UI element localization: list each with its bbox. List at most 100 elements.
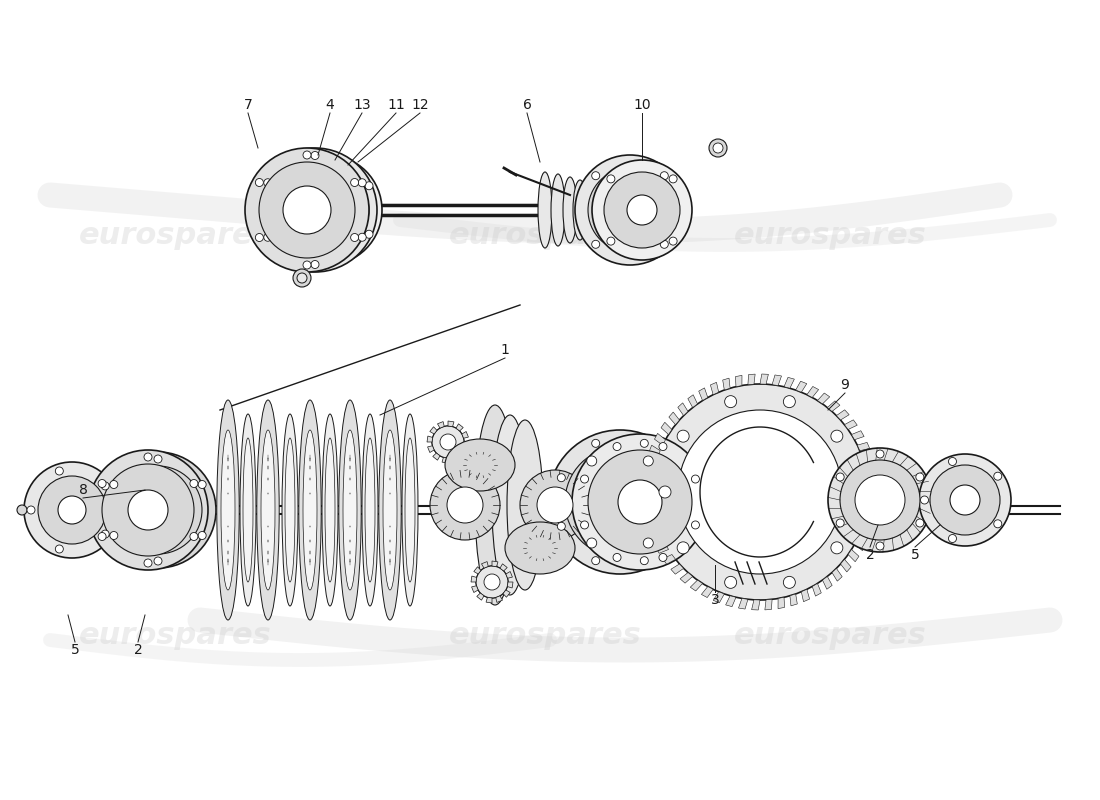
Polygon shape bbox=[713, 592, 724, 602]
Circle shape bbox=[39, 498, 62, 522]
Circle shape bbox=[862, 482, 898, 518]
Circle shape bbox=[613, 554, 621, 562]
Circle shape bbox=[128, 490, 168, 530]
Circle shape bbox=[198, 481, 206, 489]
Polygon shape bbox=[801, 590, 810, 602]
Polygon shape bbox=[698, 388, 707, 401]
Circle shape bbox=[476, 566, 508, 598]
Text: 8: 8 bbox=[78, 483, 87, 497]
Circle shape bbox=[190, 533, 198, 541]
Polygon shape bbox=[428, 446, 435, 453]
Circle shape bbox=[674, 474, 683, 482]
Circle shape bbox=[359, 234, 366, 242]
Circle shape bbox=[264, 178, 272, 186]
Text: 6: 6 bbox=[522, 98, 531, 112]
Polygon shape bbox=[736, 375, 743, 386]
Circle shape bbox=[678, 542, 689, 554]
Circle shape bbox=[365, 230, 373, 238]
Circle shape bbox=[627, 195, 657, 225]
Text: eurospares: eurospares bbox=[449, 621, 641, 650]
Circle shape bbox=[351, 178, 359, 186]
Polygon shape bbox=[764, 599, 772, 610]
Text: 11: 11 bbox=[387, 98, 405, 112]
Circle shape bbox=[323, 158, 331, 166]
Circle shape bbox=[98, 533, 106, 541]
Circle shape bbox=[39, 476, 106, 544]
Circle shape bbox=[520, 470, 590, 540]
Circle shape bbox=[644, 456, 653, 466]
Ellipse shape bbox=[217, 400, 239, 620]
Polygon shape bbox=[751, 600, 760, 610]
Polygon shape bbox=[868, 492, 878, 500]
Ellipse shape bbox=[343, 430, 358, 590]
Polygon shape bbox=[448, 421, 454, 426]
Ellipse shape bbox=[551, 174, 565, 246]
Polygon shape bbox=[807, 386, 818, 398]
Polygon shape bbox=[663, 554, 675, 564]
Polygon shape bbox=[642, 497, 652, 504]
Polygon shape bbox=[748, 374, 756, 385]
Circle shape bbox=[293, 269, 311, 287]
Ellipse shape bbox=[538, 172, 552, 248]
Circle shape bbox=[572, 434, 708, 570]
Ellipse shape bbox=[492, 415, 528, 595]
Text: 9: 9 bbox=[840, 378, 849, 392]
Text: 2: 2 bbox=[133, 643, 142, 657]
Circle shape bbox=[588, 450, 692, 554]
Ellipse shape bbox=[600, 187, 614, 233]
Circle shape bbox=[575, 155, 685, 265]
Polygon shape bbox=[500, 564, 507, 571]
Text: 5: 5 bbox=[911, 548, 920, 562]
Ellipse shape bbox=[221, 430, 235, 590]
Circle shape bbox=[840, 460, 920, 540]
Text: 7: 7 bbox=[243, 98, 252, 112]
Circle shape bbox=[55, 467, 64, 475]
Circle shape bbox=[102, 464, 194, 556]
Ellipse shape bbox=[282, 414, 298, 606]
Circle shape bbox=[855, 475, 905, 525]
Circle shape bbox=[101, 530, 109, 538]
Circle shape bbox=[140, 492, 176, 528]
Text: 10: 10 bbox=[634, 98, 651, 112]
Polygon shape bbox=[827, 401, 840, 411]
Polygon shape bbox=[848, 550, 859, 562]
Circle shape bbox=[618, 480, 662, 524]
Ellipse shape bbox=[383, 430, 397, 590]
Circle shape bbox=[16, 505, 28, 515]
Circle shape bbox=[783, 396, 795, 408]
Polygon shape bbox=[836, 410, 849, 420]
Polygon shape bbox=[644, 470, 653, 480]
Circle shape bbox=[309, 192, 345, 228]
Polygon shape bbox=[738, 598, 748, 609]
Circle shape bbox=[476, 566, 508, 598]
Circle shape bbox=[144, 559, 152, 567]
Circle shape bbox=[659, 442, 667, 450]
Circle shape bbox=[245, 148, 368, 272]
Circle shape bbox=[592, 172, 600, 180]
Circle shape bbox=[302, 151, 311, 159]
Polygon shape bbox=[711, 382, 718, 394]
Ellipse shape bbox=[475, 405, 515, 605]
Circle shape bbox=[253, 148, 377, 272]
Circle shape bbox=[993, 472, 1002, 480]
Polygon shape bbox=[459, 450, 466, 458]
Circle shape bbox=[264, 234, 272, 242]
Circle shape bbox=[930, 465, 1000, 535]
Ellipse shape bbox=[243, 438, 253, 582]
Circle shape bbox=[640, 557, 648, 565]
Circle shape bbox=[916, 519, 924, 527]
Polygon shape bbox=[654, 434, 666, 445]
Polygon shape bbox=[452, 456, 459, 462]
Circle shape bbox=[440, 434, 456, 450]
Polygon shape bbox=[867, 504, 877, 514]
Circle shape bbox=[921, 496, 928, 504]
Circle shape bbox=[430, 470, 500, 540]
Circle shape bbox=[595, 477, 645, 527]
Circle shape bbox=[98, 479, 106, 487]
Ellipse shape bbox=[563, 177, 578, 243]
Polygon shape bbox=[472, 586, 478, 593]
Ellipse shape bbox=[607, 188, 621, 232]
Polygon shape bbox=[503, 590, 510, 598]
Polygon shape bbox=[688, 394, 697, 407]
Circle shape bbox=[432, 426, 464, 458]
